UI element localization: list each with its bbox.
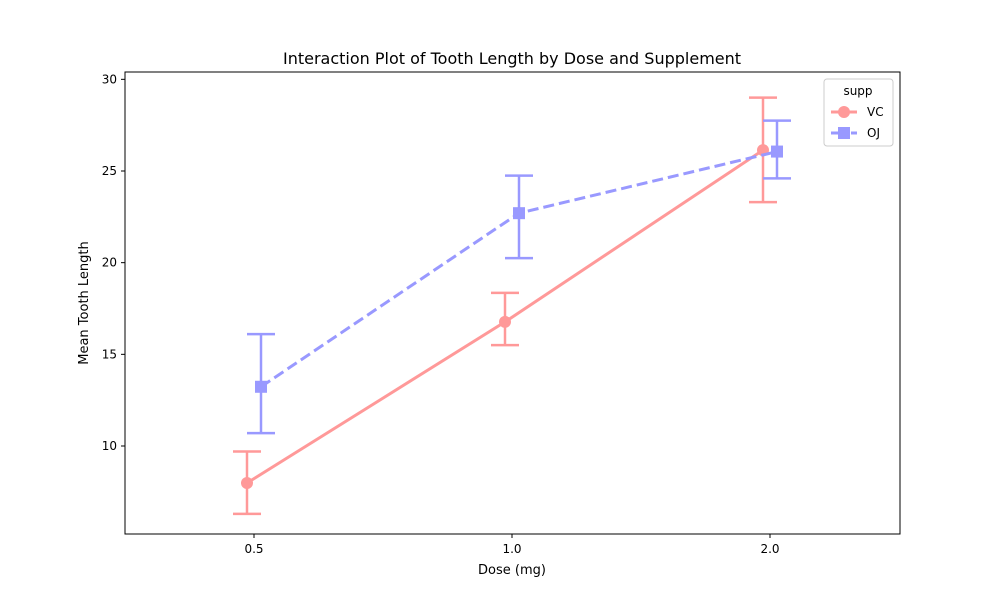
legend-title: supp xyxy=(843,84,872,98)
legend-label-vc: VC xyxy=(867,105,884,119)
legend: supp VC OJ xyxy=(823,78,894,147)
legend-marker-vc xyxy=(838,106,850,118)
data-point xyxy=(771,145,783,158)
series-oj xyxy=(247,119,791,435)
x-tick-label: 0.5 xyxy=(244,542,263,556)
data-point xyxy=(513,207,525,220)
y-tick-label: 25 xyxy=(102,164,117,178)
y-axis: 10 15 20 25 30 xyxy=(102,72,125,453)
x-tick-label: 2.0 xyxy=(760,542,779,556)
y-tick-label: 30 xyxy=(102,72,117,86)
legend-marker-oj xyxy=(838,127,850,139)
y-tick-label: 15 xyxy=(102,347,117,361)
legend-label-oj: OJ xyxy=(867,126,880,140)
data-point xyxy=(499,315,511,328)
y-tick-label: 20 xyxy=(102,256,117,270)
x-tick-label: 1.0 xyxy=(502,542,521,556)
series-vc xyxy=(233,96,777,516)
y-tick-label: 10 xyxy=(102,439,117,453)
series-layer xyxy=(233,96,791,516)
x-axis-label: Dose (mg) xyxy=(478,563,546,578)
chart-title: Interaction Plot of Tooth Length by Dose… xyxy=(283,49,741,68)
data-point xyxy=(255,380,267,393)
data-point xyxy=(241,477,253,490)
x-axis: 0.5 1.0 2.0 xyxy=(244,534,780,556)
y-axis-label: Mean Tooth Length xyxy=(77,241,92,365)
